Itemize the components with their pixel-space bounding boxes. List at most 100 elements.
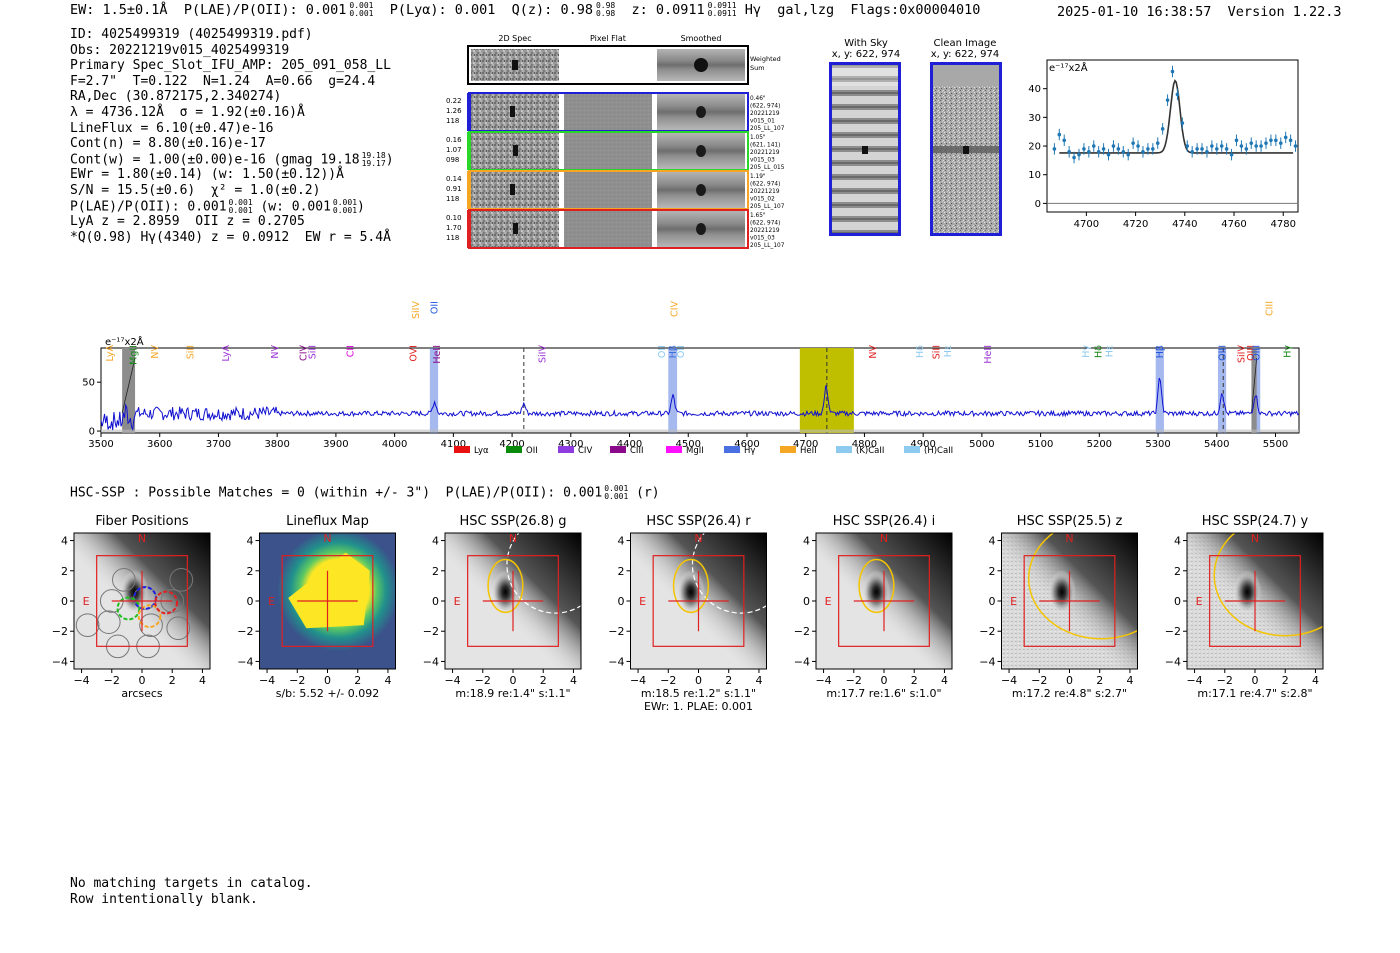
cutout-source [513,145,518,156]
spectrum-legend-swatch [454,446,470,453]
cutout-left-label: 0.14 [446,175,462,183]
panel-aperture-ellipse [858,558,895,614]
fit-unit-label: e⁻¹⁷x2Å [1049,61,1088,74]
panel-ytick-label: 2 [1174,565,1181,578]
panel-aperture-white [691,533,767,614]
spectrum-line-label: Hβ [1155,345,1166,358]
panel-ytick-label: −2 [794,625,810,638]
fit-data-point [1121,149,1126,154]
fit-data-point [1151,147,1155,151]
panel-xtick-label: 4 [1312,674,1319,687]
panel-ytick-label: −4 [1165,655,1181,668]
image-panel-title: HSC SSP(25.5) z [1017,514,1123,529]
info-line-params: F=2.7" T=0.122 N=1.24 A=0.66 g=24.4 [70,73,376,89]
spectrum-line-band [668,348,678,433]
spectrum-legend-swatch [666,446,682,453]
header-timestamp-version: 2025-01-10 16:38:57 Version 1.22.3 [1057,4,1342,20]
panel-ytick-label: 4 [247,535,254,548]
fit-data-point [1195,147,1199,151]
fiber-circle [139,613,163,638]
fit-data-point [1269,138,1273,143]
panel-xtick-label: 4 [570,674,577,687]
spectrum-line-band [1217,348,1227,433]
cutout-pixelflat [564,172,652,208]
panel-north-label: N [509,532,517,545]
fit-data-point [1239,144,1244,148]
cutout-left-label: 1.70 [446,224,462,232]
panel-ytick-label: −4 [794,655,810,668]
spectrum-masked-hatch [121,357,136,414]
cutout-right-label: 20221219 [750,150,780,156]
spectrum-xtick-label: 3600 [147,439,172,450]
fit-data-point [1254,144,1258,148]
spectrum-xtick-label: 3900 [323,439,348,450]
cutout-right-label: 205_LL_107 [750,243,785,249]
spectrum-legend-swatch [506,446,522,453]
panel-ytick-label: 4 [618,535,625,548]
spectrum-line-label: Hβ [668,345,679,358]
sky-image-panels [829,62,1002,236]
spectrum-legend-label: Lyα [474,446,489,456]
spectrum-legend-swatch [558,446,574,453]
panel-xtick-label: 0 [324,674,331,687]
fit-data-point [1067,149,1071,154]
spectrum-xtick-label: 5200 [1087,439,1112,450]
fit-data-point [1283,135,1288,140]
panel-xtick-label: 2 [169,674,176,687]
panel-ytick-label: 2 [61,565,68,578]
weighted-sum-row: Weighted Sum [467,45,781,85]
panel-xtick-label: −4 [444,674,460,687]
spectrum-xtick-label: 4400 [617,439,642,450]
fit-data-point [1116,147,1121,151]
spectrum-xtick-label: 5000 [969,439,994,450]
cutout-left-label: 0.22 [446,97,462,105]
cutout-right-label: 205_LL_015 [750,165,785,171]
image-panel-title: HSC SSP(26.4) r [646,514,751,529]
cutout-smoothed-source [696,145,706,157]
fit-data-point [1146,147,1150,151]
panel-xtick-label: 0 [1066,674,1073,687]
image-panel-caption: EWr: 1. PLAE: 0.001 [644,700,753,713]
cutout-header-2dspec: 2D Spec [498,34,531,43]
cutout-right-label: 205_LL_107 [750,126,785,132]
panel-xtick-label: 2 [1096,674,1103,687]
panel-search-box [96,555,188,647]
spectrum-line-label: SiIV [538,345,549,363]
panel-east-label: E [639,595,646,608]
cutout-right-label: v015_01 [750,119,775,125]
panel-xtick-label: 2 [725,674,732,687]
spectrum-xtick-label: 3700 [206,439,231,450]
fit-data-point [1052,147,1057,151]
panel-ytick-label: 0 [989,595,996,608]
panel-aperture-white [506,533,581,614]
cutout-right-label: v015_03 [750,236,775,242]
cutout-pixelflat [564,133,652,169]
image-panel-caption: arcsecs [121,687,163,700]
panel-xtick-label: −2 [104,674,120,687]
panel-ytick-label: −2 [52,625,68,638]
cutout-header-smoothed: Smoothed [681,34,722,43]
panel-xtick-label: −4 [630,674,646,687]
line-fit-chart: e⁻¹⁷x2Å 4700 4720 4740 4760 4780 0 10 20 30 40 [1028,59,1299,230]
header-qz: Q(z): 0.98 [511,2,593,18]
cutout-right-label: v015_02 [750,197,775,203]
fit-ytick-label: 40 [1028,84,1041,95]
cutout-right-label: (622, 974) [750,221,780,227]
spectrum-line-label: SiII [307,345,318,359]
panel-ytick-label: 0 [61,595,68,608]
panel-xtick-label: −2 [289,674,305,687]
info-line-q: *Q(0.98) Hγ(4340) z = 0.0912 EW r = 5.4Å [70,229,391,245]
panel-ytick-label: 2 [989,565,996,578]
spectrum-xtick-label: 4900 [910,439,935,450]
fit-xtick-label: 4780 [1271,219,1296,230]
weighted-sum-label-1: Weighted [750,55,781,63]
image-panel-caption: m:17.1 re:4.7" s:2.8" [1197,687,1312,700]
spectrum-line-label: OIII [1252,345,1263,361]
info-line-lambda: λ = 4736.12Å σ = 1.92(±0.16)Å [70,104,305,120]
fit-ytick-label: 10 [1028,170,1041,181]
panel-north-label: N [880,532,888,545]
fit-data-point [1077,152,1081,157]
fit-data-point [1062,138,1067,143]
info-line-obs: Obs: 20221219v015_4025499319 [70,42,290,58]
